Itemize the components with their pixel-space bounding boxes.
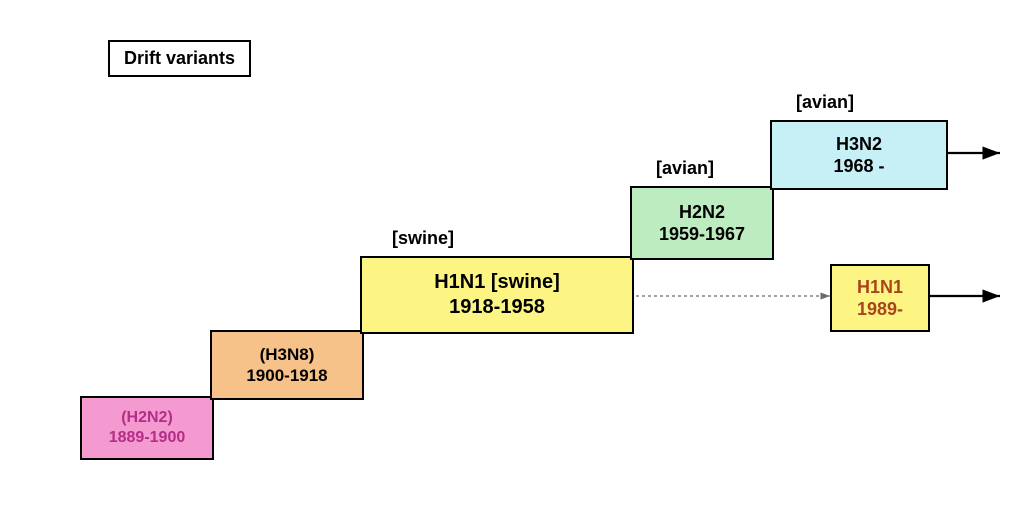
node-line2: 1918-1958: [449, 295, 545, 320]
diagram-stage: Drift variants (H2N2)1889-1900(H3N8)1900…: [0, 0, 1023, 516]
node-line1: (H3N8): [260, 344, 315, 365]
node-line2: 1889-1900: [109, 428, 186, 448]
annotation-text: [avian]: [796, 92, 854, 112]
node-line1: H1N1: [857, 276, 903, 299]
node-n6: H1N11989-: [830, 264, 930, 332]
node-n5: H3N21968 -: [770, 120, 948, 190]
annotation-a4: [avian]: [656, 158, 714, 179]
node-line2: 1989-: [857, 298, 903, 321]
title-text: Drift variants: [124, 48, 235, 68]
annotation-a3: [swine]: [392, 228, 454, 249]
annotation-text: [swine]: [392, 228, 454, 248]
annotation-text: [avian]: [656, 158, 714, 178]
node-line1: H2N2: [679, 201, 725, 224]
node-line1: H1N1 [swine]: [434, 270, 560, 295]
node-line1: H3N2: [836, 133, 882, 156]
node-n1: (H2N2)1889-1900: [80, 396, 214, 460]
node-line2: 1968 -: [833, 155, 884, 178]
title-box: Drift variants: [108, 40, 251, 77]
annotation-a5: [avian]: [796, 92, 854, 113]
node-n4: H2N21959-1967: [630, 186, 774, 260]
node-line2: 1959-1967: [659, 223, 745, 246]
node-n3: H1N1 [swine]1918-1958: [360, 256, 634, 334]
node-n2: (H3N8)1900-1918: [210, 330, 364, 400]
node-line1: (H2N2): [121, 408, 173, 428]
node-line2: 1900-1918: [246, 365, 327, 386]
